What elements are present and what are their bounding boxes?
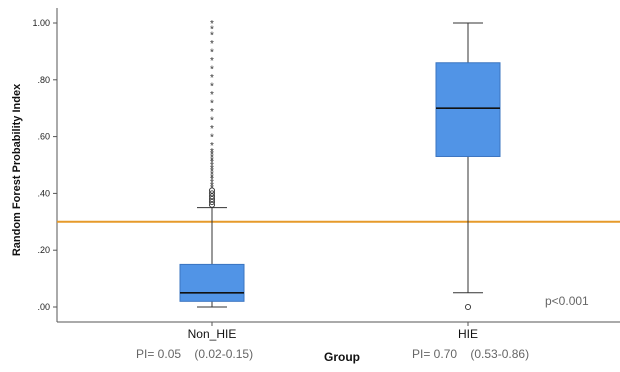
extreme-point: * bbox=[210, 175, 214, 186]
extreme-point: * bbox=[210, 30, 214, 41]
extreme-point: * bbox=[210, 81, 214, 92]
extreme-point: * bbox=[210, 64, 214, 75]
iqr-box bbox=[179, 263, 245, 302]
extreme-point: * bbox=[210, 107, 214, 118]
extreme-point: * bbox=[210, 73, 214, 84]
outlier-point bbox=[208, 193, 216, 200]
extreme-point: * bbox=[210, 141, 214, 152]
extreme-point: * bbox=[210, 181, 214, 192]
pi-annotation-non-hie: PI= 0.05 (0.02-0.15) bbox=[136, 347, 253, 361]
boxes-group: ****************************** bbox=[179, 19, 501, 311]
extreme-point: * bbox=[210, 178, 214, 189]
y-tick-label: .40 bbox=[37, 188, 50, 198]
y-axis-label: Random Forest Probability Index bbox=[11, 83, 23, 256]
y-tick-label: .00 bbox=[37, 302, 50, 312]
extreme-point: * bbox=[210, 170, 214, 181]
extreme-point: * bbox=[210, 47, 214, 58]
extreme-point: * bbox=[210, 116, 214, 127]
y-tick-label: .20 bbox=[37, 245, 50, 255]
outlier-point bbox=[208, 190, 216, 197]
x-tick-label: Non_HIE bbox=[188, 327, 237, 341]
extreme-point: * bbox=[210, 99, 214, 110]
extreme-point: * bbox=[210, 158, 214, 169]
y-tick-label: .80 bbox=[37, 75, 50, 85]
extreme-point: * bbox=[210, 90, 214, 101]
extreme-point: * bbox=[210, 19, 214, 30]
extreme-point: * bbox=[210, 184, 214, 195]
extreme-point: * bbox=[210, 161, 214, 172]
x-axis-label: Group bbox=[324, 350, 360, 364]
y-tick-label: .60 bbox=[37, 132, 50, 142]
extreme-point: * bbox=[210, 25, 214, 36]
y-tick-label: 1.00 bbox=[32, 18, 50, 28]
pi-annotation-hie: PI= 0.70 (0.53-0.86) bbox=[412, 347, 529, 361]
iqr-box bbox=[435, 62, 501, 157]
p-value-annotation: p<0.001 bbox=[545, 294, 589, 308]
extreme-point: * bbox=[210, 150, 214, 161]
box-non-hie: ****************************** bbox=[179, 19, 245, 308]
extreme-point: * bbox=[210, 133, 214, 144]
extreme-point: * bbox=[210, 172, 214, 183]
extreme-point: * bbox=[210, 164, 214, 175]
box-hie bbox=[435, 22, 501, 311]
extreme-point: * bbox=[210, 152, 214, 163]
outlier-point bbox=[208, 201, 216, 208]
extreme-point: * bbox=[210, 147, 214, 158]
outlier-point bbox=[208, 196, 216, 203]
axes: .00 .20 .40 .60 .80 1.00 Non_HIE HIE bbox=[32, 8, 620, 341]
outlier-point bbox=[208, 187, 216, 194]
extreme-point: * bbox=[210, 124, 214, 135]
extreme-point: * bbox=[210, 39, 214, 50]
extreme-point: * bbox=[210, 155, 214, 166]
outlier-point bbox=[208, 198, 216, 205]
extreme-point: * bbox=[210, 167, 214, 178]
extreme-point: * bbox=[210, 56, 214, 67]
x-tick-label: HIE bbox=[458, 327, 478, 341]
outlier-point bbox=[464, 303, 472, 311]
